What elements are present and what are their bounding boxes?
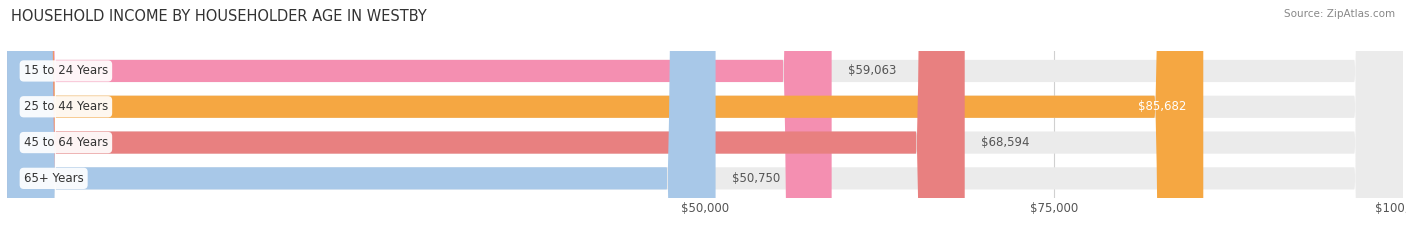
Text: $85,682: $85,682 <box>1139 100 1187 113</box>
FancyBboxPatch shape <box>7 0 1204 233</box>
FancyBboxPatch shape <box>7 0 1403 233</box>
Text: 15 to 24 Years: 15 to 24 Years <box>24 65 108 77</box>
FancyBboxPatch shape <box>7 0 965 233</box>
FancyBboxPatch shape <box>7 0 1403 233</box>
Text: 45 to 64 Years: 45 to 64 Years <box>24 136 108 149</box>
Text: 65+ Years: 65+ Years <box>24 172 83 185</box>
FancyBboxPatch shape <box>7 0 1403 233</box>
Text: $50,750: $50,750 <box>733 172 780 185</box>
FancyBboxPatch shape <box>7 0 716 233</box>
Text: $59,063: $59,063 <box>848 65 897 77</box>
Text: Source: ZipAtlas.com: Source: ZipAtlas.com <box>1284 9 1395 19</box>
Text: HOUSEHOLD INCOME BY HOUSEHOLDER AGE IN WESTBY: HOUSEHOLD INCOME BY HOUSEHOLDER AGE IN W… <box>11 9 427 24</box>
Text: 25 to 44 Years: 25 to 44 Years <box>24 100 108 113</box>
FancyBboxPatch shape <box>7 0 831 233</box>
FancyBboxPatch shape <box>7 0 1403 233</box>
Text: $68,594: $68,594 <box>981 136 1031 149</box>
